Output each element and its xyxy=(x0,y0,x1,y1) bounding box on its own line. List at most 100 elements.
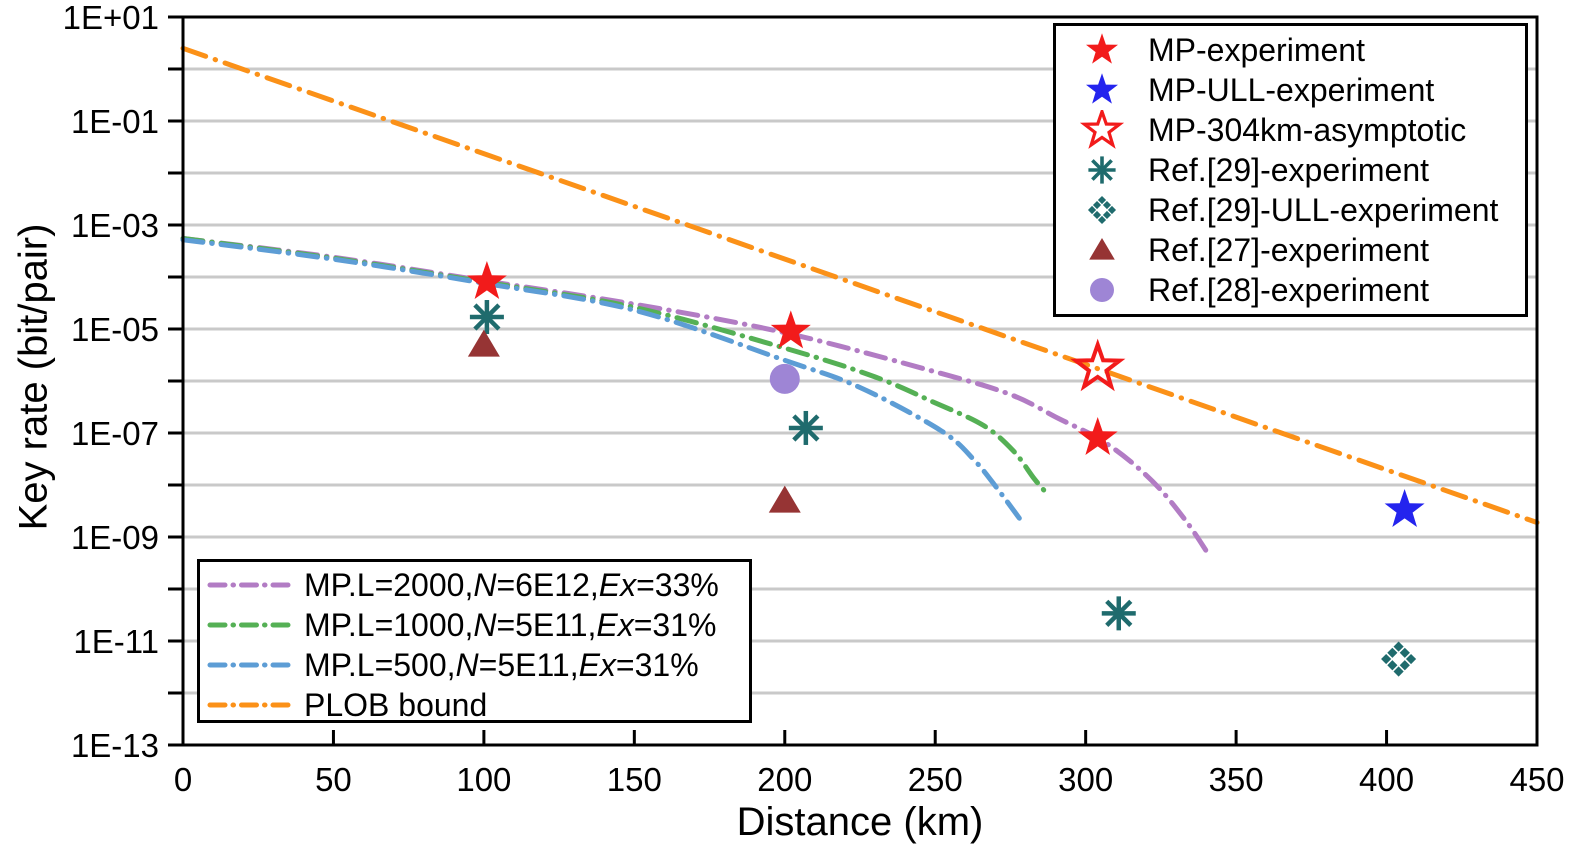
legend-label: MP.L=2000,N=6E12,Ex=33% xyxy=(304,566,719,603)
legend-item-MP.L=1000,N=5E11,Ex=31%: MP.L=1000,N=5E11,Ex=31% xyxy=(200,605,749,645)
dashdot-line-icon xyxy=(207,622,297,628)
diamond-cell xyxy=(1107,205,1117,215)
legend-label: MP-304km-asymptotic xyxy=(1148,111,1467,148)
waffle-diamond-legend-icon xyxy=(1087,195,1117,225)
filled-star-icon xyxy=(1077,417,1118,455)
asterisk-icon xyxy=(1101,596,1136,631)
asterisk-icon xyxy=(1088,156,1116,184)
hatched-diamond-icon xyxy=(1087,195,1117,225)
diamond-cell xyxy=(1399,647,1410,658)
circle-icon xyxy=(1090,278,1114,302)
legend-label: PLOB bound xyxy=(304,686,488,723)
y-tick-label: 1E-11 xyxy=(73,623,159,660)
diamond-cell xyxy=(1087,205,1097,215)
legend-item-MP-304km-asymptotic: MP-304km-asymptotic xyxy=(1056,110,1525,150)
hatched-diamond-icon xyxy=(1381,641,1417,677)
diamond-cell xyxy=(1393,641,1404,652)
star-filled-legend-icon xyxy=(1086,73,1118,104)
y-tick-label: 1E-01 xyxy=(71,103,159,140)
x-tick-label: 450 xyxy=(1509,761,1564,798)
series-MP-experiment xyxy=(466,261,1118,455)
legend-item-MP.L=2000,N=6E12,Ex=33%: MP.L=2000,N=6E12,Ex=33% xyxy=(200,565,749,605)
diamond-cell xyxy=(1399,660,1410,671)
diamond-cell xyxy=(1102,200,1112,210)
diamond-cell xyxy=(1393,666,1404,677)
series-Ref.[27]-experiment xyxy=(467,329,801,513)
asterisk-icon xyxy=(788,410,823,445)
circle-filled-legend-icon xyxy=(1090,278,1114,302)
x-tick-label: 400 xyxy=(1359,761,1414,798)
y-tick-label: 1E+01 xyxy=(63,0,159,36)
legend-item-Ref.[29]-experiment: Ref.[29]-experiment xyxy=(1056,150,1525,190)
open-star-icon xyxy=(1079,110,1125,149)
legend-label: MP.L=1000,N=5E11,Ex=31% xyxy=(304,606,717,643)
circle-icon xyxy=(769,363,800,394)
open-star-icon xyxy=(1069,338,1126,392)
y-tick-label: 1E-03 xyxy=(71,207,159,244)
x-tick-label: 200 xyxy=(757,761,812,798)
legend-label: Ref.[29]-experiment xyxy=(1148,151,1430,188)
x-tick-label: 0 xyxy=(174,761,192,798)
diamond-cell xyxy=(1381,653,1392,665)
triangle-icon xyxy=(1089,238,1115,260)
triangle-icon xyxy=(768,485,801,513)
legend-item-MP-experiment: MP-experiment xyxy=(1056,30,1525,70)
diamond-cell xyxy=(1387,647,1398,658)
filled-star-icon xyxy=(770,310,811,349)
y-axis-title: Key rate (bit/pair) xyxy=(11,223,56,531)
x-tick-label: 100 xyxy=(456,761,511,798)
star-open-legend-icon xyxy=(1079,110,1125,149)
x-tick-label: 350 xyxy=(1209,761,1264,798)
y-tick-label: 1E-05 xyxy=(71,311,159,348)
diamond-cell xyxy=(1102,210,1112,220)
diamond-cell xyxy=(1405,653,1417,665)
legend-item-Ref.[27]-experiment: Ref.[27]-experiment xyxy=(1056,230,1525,270)
legend-item-Ref.[28]-experiment: Ref.[28]-experiment xyxy=(1056,270,1525,310)
curve-MP.L=500,N=5E11,Ex=31% xyxy=(180,237,1025,525)
legend-item-PLOB bound: PLOB bound xyxy=(200,685,749,725)
diamond-cell xyxy=(1092,200,1102,210)
legend-markers: MP-experiment MP-ULL-experiment MP-304km-a… xyxy=(1053,23,1528,317)
filled-star-icon xyxy=(1384,489,1425,527)
diamond-cell xyxy=(1097,215,1107,225)
series-Ref.[29]-ULL-experiment xyxy=(1381,641,1417,677)
series-MP-304km-asymptotic xyxy=(1069,338,1126,392)
star-filled-legend-icon xyxy=(1086,33,1118,64)
asterisk8-legend-icon xyxy=(1088,156,1116,184)
x-tick-label: 150 xyxy=(607,761,662,798)
asterisk-icon xyxy=(469,300,504,335)
dashdot-line-icon xyxy=(207,662,297,668)
series-Ref.[29]-experiment xyxy=(469,300,1136,631)
asterisk-spoke xyxy=(1105,599,1133,627)
series-Ref.[28]-experiment xyxy=(769,363,800,394)
legend-label: Ref.[29]-ULL-experiment xyxy=(1148,191,1499,228)
diamond-cell xyxy=(1387,660,1398,671)
triangle-filled-legend-icon xyxy=(1089,238,1115,260)
x-tick-label: 300 xyxy=(1058,761,1113,798)
x-tick-label: 50 xyxy=(315,761,352,798)
diamond-cell xyxy=(1097,195,1107,205)
legend-label: Ref.[27]-experiment xyxy=(1148,231,1430,268)
triangle-icon xyxy=(467,329,500,357)
legend-label: MP-ULL-experiment xyxy=(1148,71,1435,108)
diamond-cell xyxy=(1092,210,1102,220)
y-tick-label: 1E-13 xyxy=(71,727,159,764)
legend-item-Ref.[29]-ULL-experiment: Ref.[29]-ULL-experiment xyxy=(1056,190,1525,230)
legend-curves: MP.L=2000,N=6E12,Ex=33% MP.L=1000,N=5E11,… xyxy=(197,559,752,723)
legend-label: MP-experiment xyxy=(1148,31,1365,68)
y-tick-label: 1E-09 xyxy=(71,519,159,556)
legend-label: Ref.[28]-experiment xyxy=(1148,271,1430,308)
series-MP-ULL-experiment xyxy=(1384,489,1425,527)
x-axis-title: Distance (km) xyxy=(736,800,984,844)
filled-star-icon xyxy=(466,261,507,299)
filled-star-icon xyxy=(1086,73,1118,104)
legend-item-MP-ULL-experiment: MP-ULL-experiment xyxy=(1056,70,1525,110)
legend-item-MP.L=500,N=5E11,Ex=31%: MP.L=500,N=5E11,Ex=31% xyxy=(200,645,749,685)
legend-label: MP.L=500,N=5E11,Ex=31% xyxy=(304,646,699,683)
filled-star-icon xyxy=(1086,33,1118,64)
curve-PLOB bound xyxy=(180,45,1540,526)
asterisk-spoke xyxy=(1091,159,1113,181)
y-tick-label: 1E-07 xyxy=(71,415,159,452)
x-tick-label: 250 xyxy=(908,761,963,798)
